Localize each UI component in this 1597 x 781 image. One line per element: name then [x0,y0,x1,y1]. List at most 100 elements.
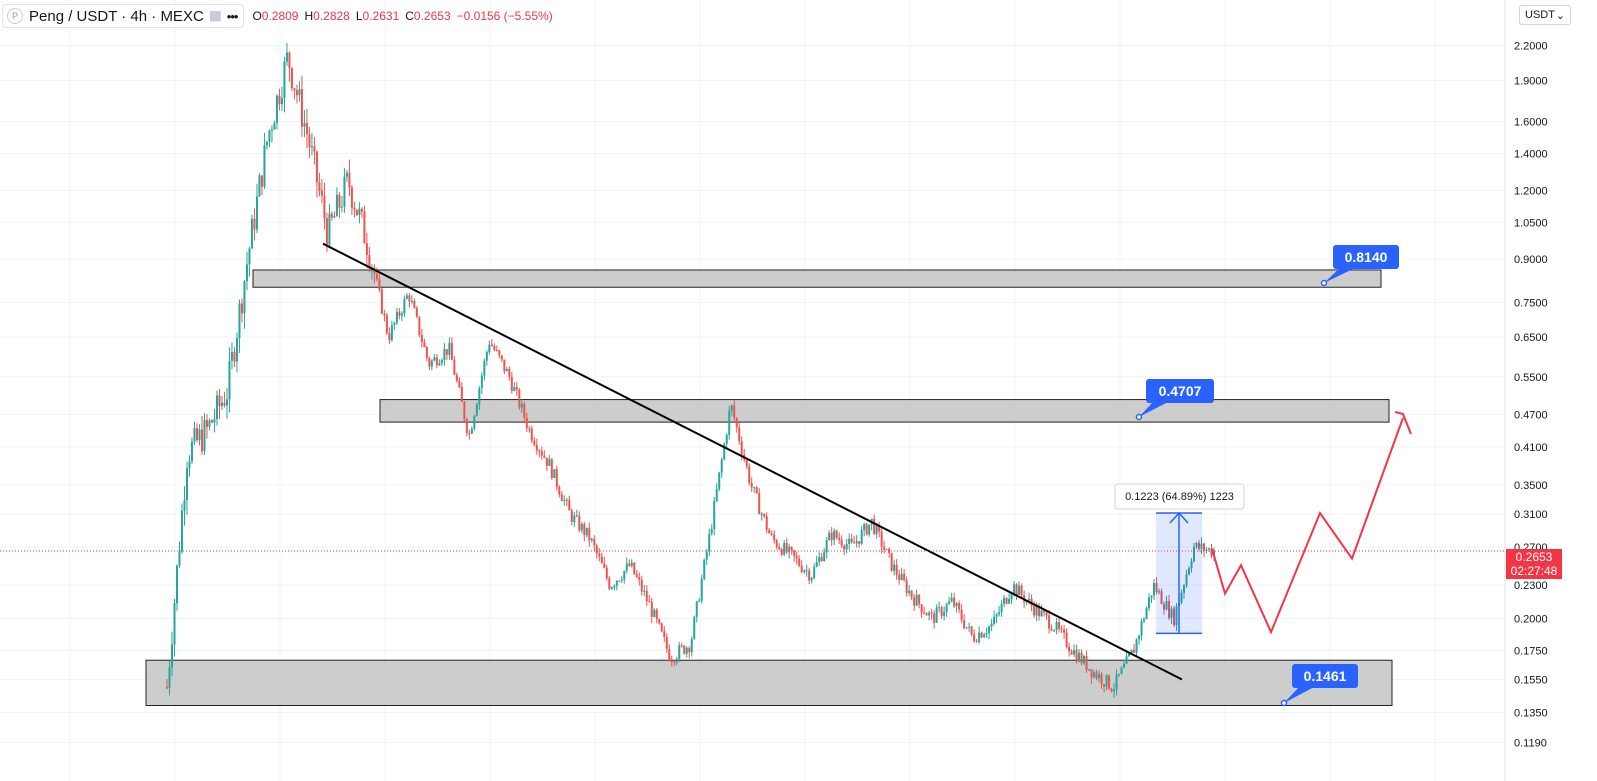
candle-body [695,601,698,617]
candle-body [875,525,878,534]
candle-body [820,556,823,562]
y-tick-label: 0.4700 [1514,409,1548,421]
candle-body [415,308,418,317]
candle-body [1085,655,1088,671]
candle-body [1043,610,1046,613]
candle-body [1053,630,1056,632]
candle-body [1038,605,1041,617]
projection-path [1211,417,1404,635]
callout-res-mid-box [1146,379,1214,403]
candle-body [1035,605,1038,616]
candle-body [808,570,811,581]
candle-body [190,441,193,462]
candle-body [690,638,693,653]
candle-body [1088,669,1091,671]
candle-body [230,351,233,361]
candle-body [725,435,728,445]
symbol-title[interactable]: Peng / USDT · 4h · MEXC [29,7,204,25]
y-tick-label: 0.1750 [1514,645,1548,657]
candle-body [488,344,491,352]
candle-body [198,429,201,441]
candle-body [823,552,826,562]
candle-body [810,577,813,581]
candle-body [910,590,913,598]
candle-body [1143,619,1146,622]
candle-body [713,500,716,530]
candle-body [625,563,628,571]
more-icon[interactable]: ••• [226,8,239,24]
candle-body [1170,608,1173,619]
candle-body [393,322,396,326]
candle-body [893,564,896,571]
open-value: 0.2809 [261,9,299,23]
candle-body [828,532,831,541]
candle-body [483,360,486,376]
candle-body [920,604,923,613]
flag-icon[interactable] [209,10,221,22]
candle-body [928,612,931,616]
candle-body [460,386,463,402]
candle-body [345,172,348,177]
y-tick-label: 1.4000 [1514,149,1548,161]
candle-body [395,311,398,323]
candle-body [593,538,596,546]
candle-body [1093,672,1096,678]
candle-body [283,61,286,98]
candle-body [563,499,566,501]
candle-body [668,648,671,661]
candle-body [728,410,731,436]
candle-body [175,565,178,604]
candle-body [308,134,311,148]
candle-body [1185,574,1188,586]
candle-body [748,466,751,484]
candle-body [818,556,821,562]
candle-body [1130,649,1133,654]
candle-body [438,363,441,366]
candle-body [995,614,998,617]
candle-body [860,530,863,544]
candle-body [628,563,631,567]
candle-body [798,558,801,566]
candle-body [618,580,621,582]
y-tick-label: 0.1350 [1514,707,1548,719]
currency-select[interactable]: USDT ⌄ [1519,5,1571,25]
candle-body [440,359,443,364]
candle-body [258,175,261,197]
candle-body [1020,585,1023,596]
candle-body [623,570,626,580]
candle-body [720,459,723,473]
candle-body [498,350,501,356]
zone-support [145,659,1393,707]
candle-body [738,427,741,442]
candle-body [490,344,493,347]
candle-body [815,561,818,567]
candle-body [573,515,576,523]
candle-body [915,595,918,606]
candle-body [295,90,298,96]
candle-body [605,567,608,579]
symbol-box[interactable]: P Peng / USDT · 4h · MEXC ••• [2,4,245,28]
low-value: 0.2631 [362,9,400,23]
candle-body [710,529,713,534]
candle-body [1048,615,1051,629]
candle-body [723,444,726,460]
candle-body [1073,649,1076,655]
candle-body [475,404,478,416]
y-tick-label: 0.3100 [1514,509,1548,521]
candle-body [333,216,336,218]
candle-body [633,562,636,575]
candle-body [850,538,853,543]
candle-body [1033,605,1036,616]
candle-body [973,634,976,641]
candle-body [260,175,263,187]
y-tick-label: 2.2000 [1514,40,1548,52]
candle-body [1183,585,1186,593]
candle-body [773,534,776,541]
candle-body [1145,608,1148,620]
candle-body [660,623,663,632]
candle-body [503,359,506,372]
candle-body [985,633,988,635]
ohlc-values: O0.2809 H0.2828 L0.2631 C0.2653 −0.0156 … [252,9,553,23]
candle-body [320,190,323,196]
